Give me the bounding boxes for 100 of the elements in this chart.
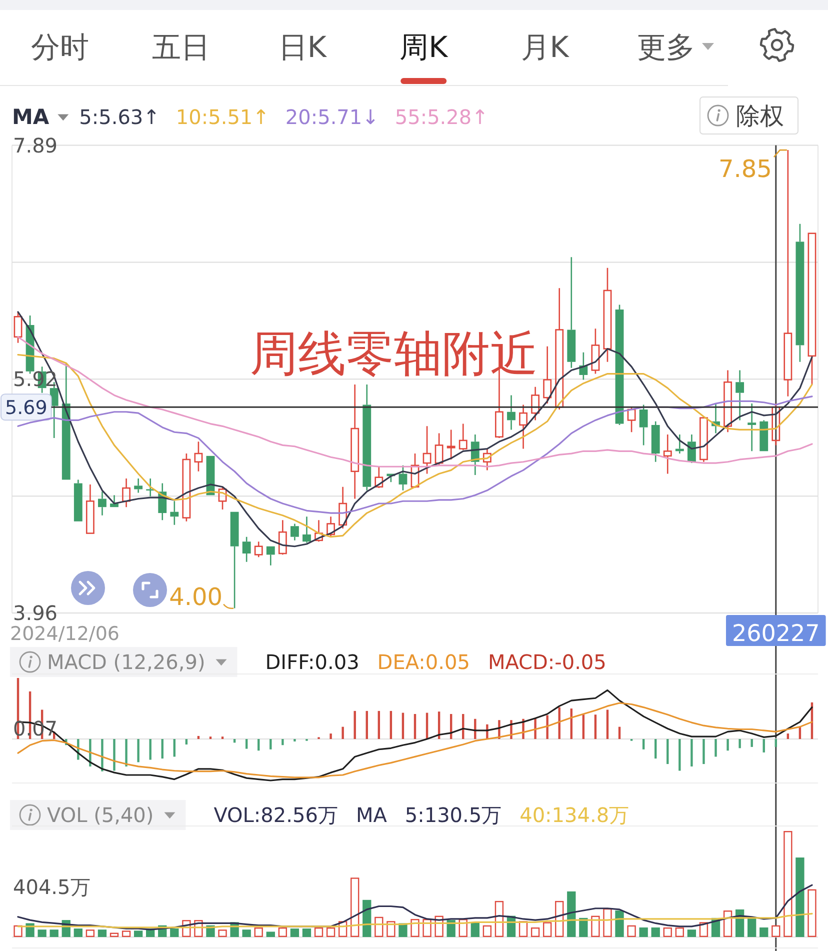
bar <box>470 922 480 937</box>
text: 5:5.63↑ <box>79 105 160 129</box>
y-tick-label: 3.96 <box>13 601 58 625</box>
ref-line-label: 5.69 <box>5 397 48 420</box>
bar <box>50 930 58 937</box>
bar <box>161 739 164 759</box>
bar <box>366 710 368 740</box>
text: 月K <box>520 30 570 64</box>
bar <box>666 739 669 764</box>
bar <box>390 710 392 740</box>
candlestick <box>748 402 756 452</box>
bar <box>772 925 780 937</box>
candlestick <box>326 516 335 538</box>
bar <box>774 739 777 747</box>
candlestick <box>398 464 408 492</box>
bar <box>14 925 22 937</box>
bar <box>591 916 600 937</box>
bar <box>98 930 107 937</box>
legend-title: MA <box>356 803 388 827</box>
bar <box>258 739 260 751</box>
bar <box>86 930 95 937</box>
bar <box>122 930 131 937</box>
bar <box>209 736 212 740</box>
candlestick <box>663 434 672 474</box>
candlestick <box>736 370 744 421</box>
candlestick <box>482 448 492 471</box>
bar <box>173 739 176 757</box>
candlestick <box>302 516 311 544</box>
candlestick <box>122 478 130 508</box>
candlestick <box>555 287 564 410</box>
text: 除权 <box>736 102 784 130</box>
bar <box>726 739 729 751</box>
bar <box>302 928 312 937</box>
bar <box>386 921 396 937</box>
candlestick <box>543 346 552 404</box>
candlestick <box>446 429 456 460</box>
bar <box>314 927 324 937</box>
text: 更多 <box>637 30 695 64</box>
text: 55:5.28↑ <box>394 105 488 129</box>
bar <box>170 928 179 937</box>
bar <box>627 925 636 937</box>
bar <box>242 930 251 937</box>
bar <box>266 932 275 937</box>
candlestick <box>134 478 143 494</box>
bar <box>594 714 597 740</box>
annotation: 7.85 <box>718 155 772 184</box>
legend-title: MA <box>12 105 50 129</box>
bar <box>137 739 140 762</box>
bar <box>221 736 224 740</box>
bar <box>113 739 116 771</box>
candlestick <box>627 406 636 433</box>
bar <box>342 726 344 740</box>
candlestick <box>14 311 22 344</box>
text: VOL:82.56万 <box>214 803 338 827</box>
bar <box>786 734 790 740</box>
text: DIFF:0.03 <box>265 650 360 674</box>
bar <box>603 908 612 937</box>
bar <box>678 739 681 771</box>
bar <box>762 739 765 752</box>
candlestick <box>350 384 360 500</box>
bar <box>278 927 287 937</box>
bar <box>446 920 456 937</box>
bar <box>414 714 416 740</box>
bar <box>543 922 552 937</box>
candlestick <box>290 523 299 542</box>
candlestick <box>218 486 227 510</box>
chart-title: VOL (5,40) <box>47 803 154 827</box>
bar <box>185 739 188 745</box>
candlestick <box>86 484 94 534</box>
text: 日K <box>278 30 328 64</box>
bar <box>282 739 284 746</box>
bar <box>748 918 756 937</box>
candlestick <box>507 394 516 430</box>
text: 分时 <box>31 30 89 64</box>
bar <box>615 910 624 937</box>
bar <box>38 930 46 937</box>
bar <box>687 930 696 937</box>
bar <box>702 739 705 764</box>
candlestick <box>519 404 528 450</box>
candlestick <box>422 426 432 474</box>
bar <box>714 739 717 757</box>
bar <box>326 927 336 937</box>
candlestick <box>531 386 540 421</box>
bar <box>546 715 548 740</box>
bar <box>642 739 645 750</box>
candlestick <box>639 404 648 446</box>
candlestick <box>651 420 660 463</box>
bar <box>784 831 792 937</box>
candlestick <box>796 223 804 363</box>
text: 20:5.71↓ <box>285 105 379 129</box>
candlestick <box>458 423 468 451</box>
bar <box>125 739 128 766</box>
text: 周K <box>400 30 449 64</box>
bar <box>290 928 300 937</box>
bar <box>750 739 753 747</box>
bar <box>654 739 657 759</box>
candlestick <box>194 440 203 472</box>
candlestick <box>362 384 372 492</box>
candlestick <box>603 267 612 363</box>
bar <box>330 734 332 740</box>
